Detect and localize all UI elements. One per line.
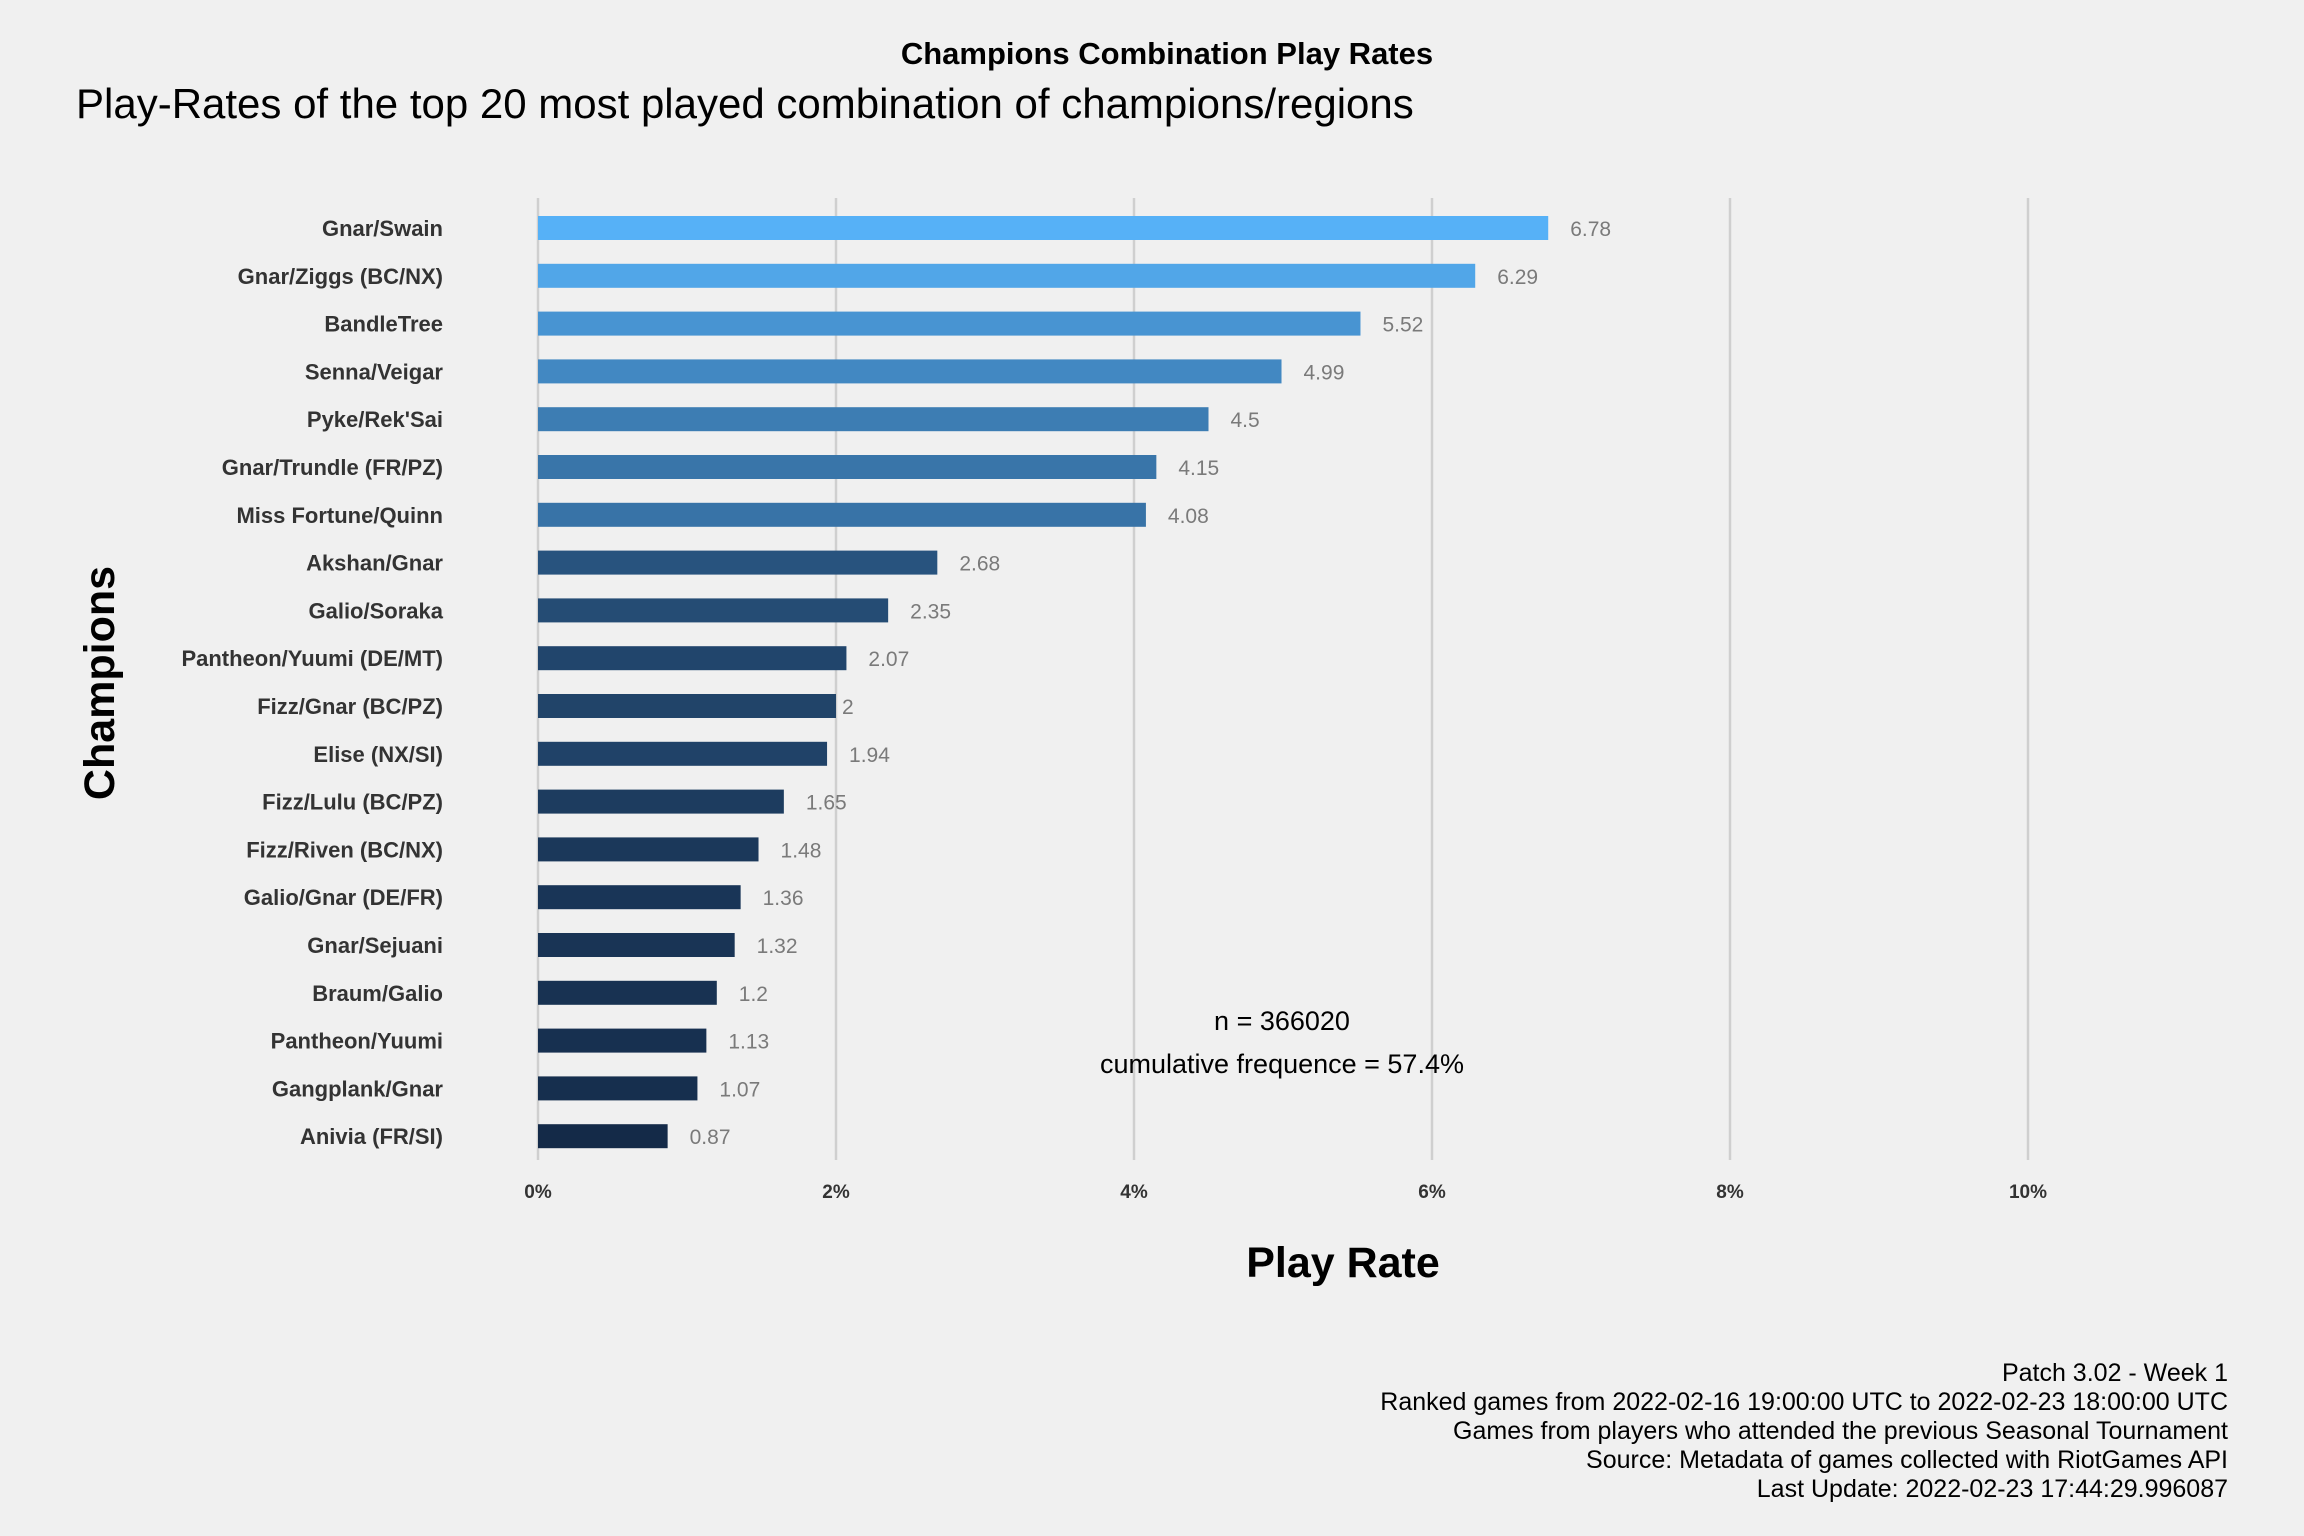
bar <box>538 216 1549 240</box>
chart-title: Champions Combination Play Rates <box>901 36 1433 71</box>
category-label: Gnar/Ziggs (BC/NX) <box>238 264 443 289</box>
chart-subtitle: Play-Rates of the top 20 most played com… <box>76 80 1414 127</box>
category-label: Gnar/Sejuani <box>307 933 443 958</box>
category-label: Fizz/Lulu (BC/PZ) <box>262 790 443 815</box>
category-label: BandleTree <box>324 312 443 337</box>
bar <box>538 1124 668 1149</box>
bar <box>538 885 741 910</box>
category-labels: Gnar/Swain Gnar/Ziggs (BC/NX) BandleTree Se… <box>181 216 443 1149</box>
bar <box>538 1028 707 1053</box>
value-label: 1.36 <box>763 887 804 910</box>
value-label: 1.94 <box>849 744 890 767</box>
annotation-cumulative-frequency: cumulative frequence = 57.4% <box>1100 1049 1464 1079</box>
value-label: 4.15 <box>1178 457 1219 480</box>
category-label: Pantheon/Yuumi (DE/MT) <box>181 646 443 671</box>
bars <box>538 216 1549 1149</box>
value-label: 4.99 <box>1304 361 1345 384</box>
value-label: 2.35 <box>910 600 951 623</box>
value-label: 2.07 <box>868 648 909 671</box>
x-tick-label: 8% <box>1716 1182 1744 1203</box>
value-label: 1.65 <box>806 792 847 815</box>
annotation-sample-size: n = 366020 <box>1214 1006 1350 1036</box>
bar <box>538 502 1146 527</box>
value-label: 6.78 <box>1570 218 1611 241</box>
caption-line: Source: Metadata of games collected with… <box>1586 1446 2228 1474</box>
category-label: Fizz/Riven (BC/NX) <box>246 837 443 862</box>
bar <box>538 359 1282 384</box>
bar <box>538 263 1476 288</box>
bar <box>538 933 735 957</box>
x-tick-label: 0% <box>524 1182 552 1203</box>
value-label: 0.87 <box>690 1126 731 1149</box>
bar <box>538 550 938 575</box>
category-label: Elise (NX/SI) <box>313 742 443 767</box>
value-label: 1.13 <box>728 1031 769 1054</box>
category-label: Galio/Gnar (DE/FR) <box>244 885 443 910</box>
category-label: Gangplank/Gnar <box>272 1076 444 1101</box>
value-label: 1.32 <box>757 935 798 958</box>
x-axis-title: Play Rate <box>1246 1239 1440 1287</box>
x-tick-label: 4% <box>1120 1182 1148 1203</box>
value-label: 2.68 <box>959 553 1000 576</box>
category-label: Senna/Veigar <box>305 359 444 384</box>
bar <box>538 980 717 1005</box>
y-axis-title: Champions <box>76 566 124 800</box>
x-tick-labels: 0% 2% 4% 6% 8% 10% <box>524 1182 2047 1203</box>
category-label: Galio/Soraka <box>308 598 443 623</box>
x-tick-label: 10% <box>2009 1182 2047 1203</box>
category-label: Gnar/Trundle (FR/PZ) <box>222 455 443 480</box>
caption-line: Ranked games from 2022-02-16 19:00:00 UT… <box>1380 1388 2228 1416</box>
bar <box>538 789 784 814</box>
value-label: 1.07 <box>719 1078 760 1101</box>
bar <box>538 311 1361 336</box>
value-label: 4.5 <box>1231 409 1260 432</box>
caption-line: Last Update: 2022-02-23 17:44:29.996087 <box>1757 1475 2228 1503</box>
value-label: 1.2 <box>739 983 768 1006</box>
caption-line: Games from players who attended the prev… <box>1453 1417 2228 1445</box>
category-label: Akshan/Gnar <box>306 551 443 576</box>
caption: Patch 3.02 - Week 1 Ranked games from 20… <box>1380 1359 2228 1503</box>
category-label: Anivia (FR/SI) <box>300 1124 443 1149</box>
bar <box>538 407 1209 432</box>
bar <box>538 694 836 718</box>
category-label: Miss Fortune/Quinn <box>236 503 443 528</box>
caption-line: Patch 3.02 - Week 1 <box>2002 1359 2228 1387</box>
x-tick-label: 6% <box>1418 1182 1446 1203</box>
category-label: Gnar/Swain <box>322 216 443 241</box>
bar <box>538 837 759 862</box>
value-label: 6.29 <box>1497 266 1538 289</box>
bar <box>538 598 889 623</box>
value-label: 5.52 <box>1382 314 1423 337</box>
value-label: 1.48 <box>781 839 822 862</box>
bar <box>538 455 1157 479</box>
category-label: Fizz/Gnar (BC/PZ) <box>257 694 443 719</box>
value-label: 2 <box>842 696 854 719</box>
x-tick-label: 2% <box>822 1182 850 1203</box>
category-label: Braum/Galio <box>312 981 443 1006</box>
bar <box>538 741 828 766</box>
category-label: Pantheon/Yuumi <box>271 1029 443 1054</box>
category-label: Pyke/Rek'Sai <box>307 407 443 432</box>
value-label: 4.08 <box>1168 505 1209 528</box>
value-labels: 6.78 6.29 5.52 4.99 4.5 4.15 4.08 2.68 2.35 2.07 2… <box>690 218 1611 1149</box>
bar <box>538 646 847 671</box>
bar <box>538 1076 698 1101</box>
